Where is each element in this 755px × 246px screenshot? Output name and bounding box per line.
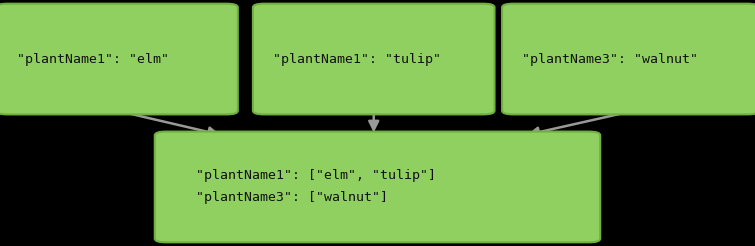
FancyBboxPatch shape — [0, 4, 238, 114]
Text: "plantName1": "elm": "plantName1": "elm" — [17, 53, 168, 65]
Text: "plantName1": ["elm", "tulip"]
"plantName3": ["walnut"]: "plantName1": ["elm", "tulip"] "plantNam… — [196, 169, 436, 204]
FancyBboxPatch shape — [253, 4, 495, 114]
FancyBboxPatch shape — [502, 4, 755, 114]
Text: "plantName1": "tulip": "plantName1": "tulip" — [273, 53, 442, 65]
Text: "plantName3": "walnut": "plantName3": "walnut" — [522, 53, 698, 65]
FancyBboxPatch shape — [155, 132, 600, 242]
